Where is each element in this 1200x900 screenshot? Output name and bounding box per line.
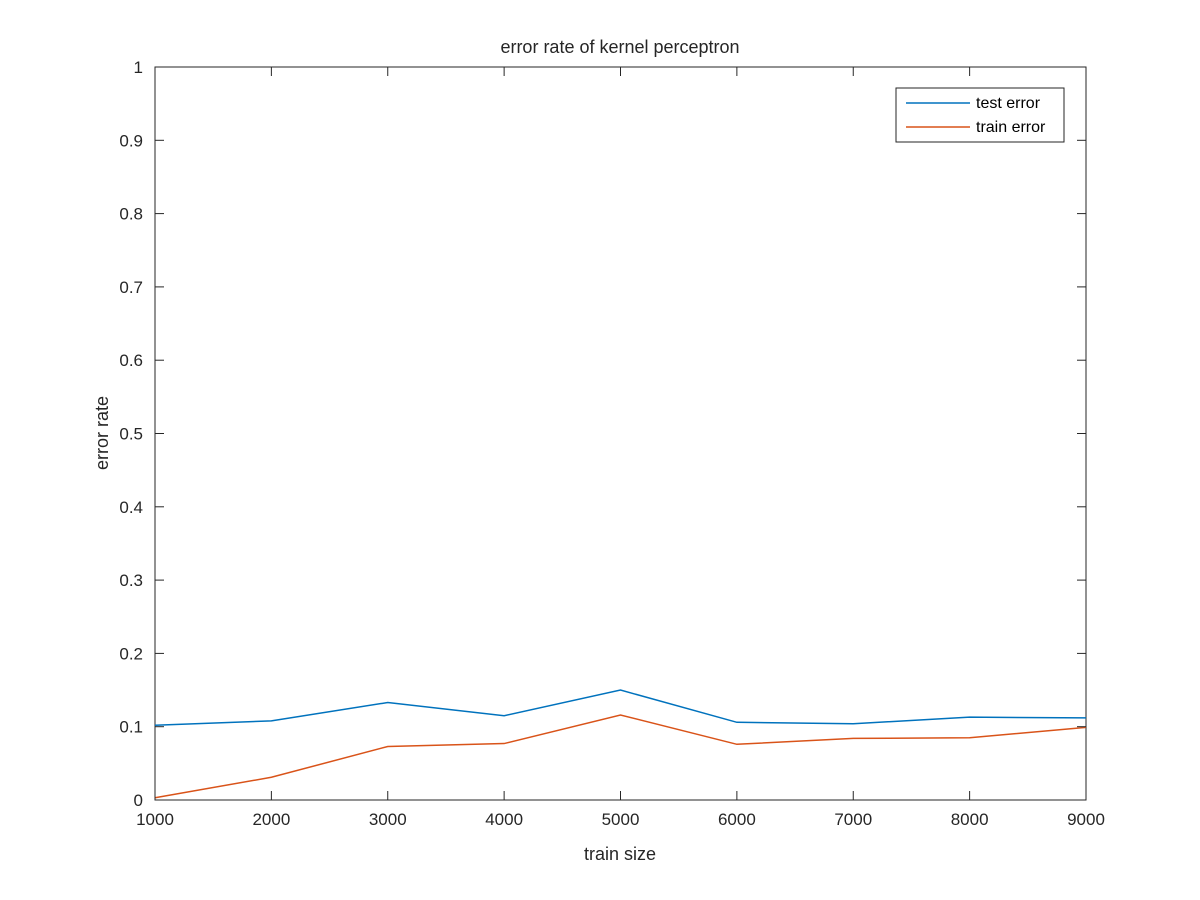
y-tick-label: 0.2 — [119, 644, 143, 663]
x-tick-label: 6000 — [718, 810, 756, 829]
y-tick-label: 0.4 — [119, 498, 143, 517]
y-axis-label: error rate — [92, 396, 112, 470]
x-tick-label: 7000 — [834, 810, 872, 829]
legend: test error train error — [895, 87, 1065, 143]
y-tick-label: 0.8 — [119, 205, 143, 224]
x-axis-label: train size — [584, 844, 656, 864]
y-tick-label: 0.3 — [119, 571, 143, 590]
y-tick-label: 0 — [134, 791, 143, 810]
x-tick-label: 9000 — [1067, 810, 1105, 829]
y-tick-label: 0.7 — [119, 278, 143, 297]
y-tick-label: 0.1 — [119, 718, 143, 737]
x-tick-label: 3000 — [369, 810, 407, 829]
legend-label-train-error: train error — [976, 119, 1046, 136]
y-tick-label: 1 — [134, 58, 143, 77]
axes-box — [154, 66, 1087, 801]
x-tick-label: 8000 — [951, 810, 989, 829]
series-group — [154, 689, 1087, 799]
x-tick-label: 1000 — [136, 810, 174, 829]
y-tick-label: 0.6 — [119, 351, 143, 370]
plot-area: 1000 2000 3000 4000 5000 6000 7000 8000 9000 0 0.1… — [119, 58, 1105, 829]
legend-label-test-error: test error — [976, 95, 1041, 112]
y-tick-label: 0.5 — [119, 425, 143, 444]
x-tick-label: 2000 — [252, 810, 290, 829]
x-tick-label: 4000 — [485, 810, 523, 829]
ticks-group: 1000 2000 3000 4000 5000 6000 7000 8000 9000 0 0.1… — [119, 58, 1105, 829]
x-tick-label: 5000 — [602, 810, 640, 829]
legend-box — [895, 87, 1065, 143]
y-tick-label: 0.9 — [119, 131, 143, 150]
chart-title: error rate of kernel perceptron — [500, 37, 739, 57]
